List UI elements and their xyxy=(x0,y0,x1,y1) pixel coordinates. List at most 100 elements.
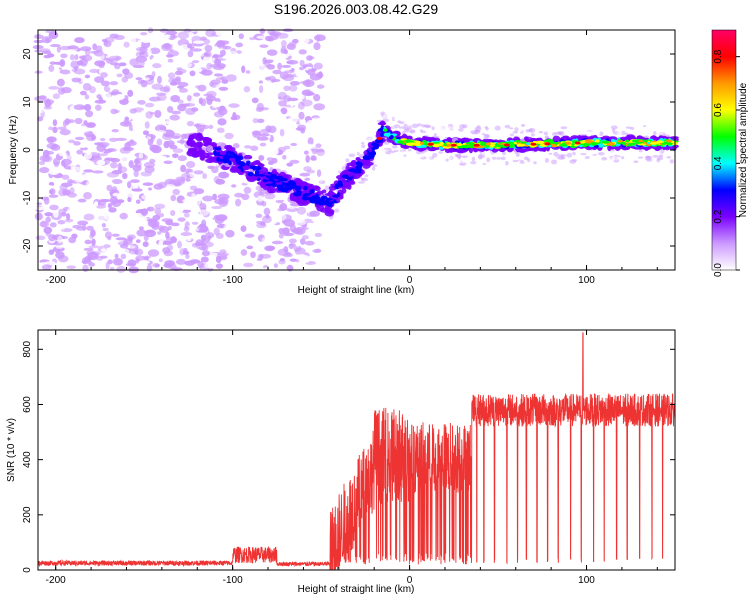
heatmap-cell xyxy=(162,34,173,39)
heatmap-cell xyxy=(301,235,309,240)
heatmap-cell xyxy=(59,129,71,136)
heatmap-cell xyxy=(551,132,557,137)
heatmap-cell xyxy=(294,218,302,223)
heatmap-cell xyxy=(405,142,415,146)
heatmap-cell xyxy=(35,235,46,241)
snr-xlabel: Height of straight line (km) xyxy=(298,584,415,595)
heatmap-cell xyxy=(296,94,305,100)
heatmap-cell xyxy=(288,84,298,92)
heatmap-cell xyxy=(300,138,306,144)
heatmap-cell xyxy=(304,240,315,246)
heatmap-cell xyxy=(305,222,315,229)
heatmap-cell xyxy=(195,141,204,148)
heatmap-cell xyxy=(117,46,125,51)
heatmap-cell xyxy=(419,132,424,138)
heatmap-cell xyxy=(183,248,188,252)
heatmap-cell xyxy=(249,37,256,41)
heatmap-cell xyxy=(156,138,163,146)
heatmap-cell xyxy=(527,158,531,163)
heatmap-cell xyxy=(33,39,45,44)
heatmap-cell xyxy=(89,68,100,73)
heatmap-cell xyxy=(109,196,119,205)
heatmap-cell xyxy=(371,150,376,156)
heatmap-cell xyxy=(282,154,287,160)
heatmap-cell xyxy=(503,143,510,147)
heatmap-cell xyxy=(637,130,643,133)
heatmap-cell xyxy=(663,158,669,161)
heatmap-cell xyxy=(360,141,365,145)
heatmap-cell xyxy=(612,155,620,161)
heatmap-cell xyxy=(309,210,320,217)
heatmap-cell xyxy=(311,195,319,199)
heatmap-cell xyxy=(52,126,58,134)
heatmap-cell xyxy=(170,236,178,244)
heatmap-cell xyxy=(225,229,235,238)
heatmap-cell xyxy=(77,173,85,182)
heatmap-cell xyxy=(89,86,96,94)
heatmap-cell xyxy=(149,111,155,115)
heatmap-cell xyxy=(154,71,160,75)
heatmap-cell xyxy=(58,41,70,47)
heatmap-cell xyxy=(76,149,84,155)
heatmap-cell xyxy=(100,72,108,78)
colorbar-tick-label: 0.0 xyxy=(713,263,724,277)
heatmap-cell xyxy=(287,115,299,124)
heatmap-cell xyxy=(52,93,61,100)
heatmap-cell xyxy=(208,124,214,130)
heatmap-cell xyxy=(259,133,270,137)
heatmap-cell xyxy=(607,143,613,146)
heatmap-cell xyxy=(549,125,555,130)
heatmap-cell xyxy=(431,126,435,131)
heatmap-cell xyxy=(448,156,453,160)
heatmap-cell xyxy=(256,136,269,141)
heatmap-cell xyxy=(74,37,85,44)
heatmap-cell xyxy=(645,155,653,159)
heatmap-cell xyxy=(84,74,91,79)
heatmap-cell xyxy=(568,128,575,131)
heatmap-cell xyxy=(475,130,481,133)
heatmap-cell xyxy=(109,245,115,251)
heatmap-cell xyxy=(427,142,434,146)
heatmap-cell xyxy=(222,55,227,60)
heatmap-cell xyxy=(177,31,190,40)
heatmap-cell xyxy=(291,227,303,235)
snr-panel: -200 -100 0 100 0 200 400 600 800 Height of stra… xyxy=(6,329,676,595)
heatmap-cell xyxy=(215,214,228,222)
heatmap-cell xyxy=(241,161,245,165)
heatmap-cell xyxy=(599,131,604,137)
heatmap-cell xyxy=(670,141,678,146)
heatmap-cell xyxy=(406,125,413,130)
heatmap-cell xyxy=(213,54,224,58)
colorbar-tick-label: 0.8 xyxy=(713,49,724,63)
heatmap-cell xyxy=(226,150,231,154)
heatmap-cell xyxy=(187,43,193,49)
y-tick-label: 800 xyxy=(22,341,33,358)
heatmap-cell xyxy=(69,187,75,195)
heatmap-cell xyxy=(172,188,180,196)
heatmap-cell xyxy=(135,255,145,262)
heatmap-cell xyxy=(318,200,325,206)
heatmap-cell xyxy=(334,208,340,213)
heatmap-cell xyxy=(358,162,363,167)
heatmap-cell xyxy=(96,94,102,99)
heatmap-cell xyxy=(109,33,119,39)
heatmap-cell xyxy=(635,141,644,144)
heatmap-cell xyxy=(158,169,169,176)
heatmap-cell xyxy=(93,49,104,57)
heatmap-cell xyxy=(146,136,152,140)
heatmap-cell xyxy=(289,182,296,187)
heatmap-cell xyxy=(230,115,238,121)
heatmap-cell xyxy=(193,92,201,97)
heatmap-cell xyxy=(62,189,71,196)
heatmap-cell xyxy=(299,66,305,71)
heatmap-cell xyxy=(294,215,305,219)
heatmap-cell xyxy=(45,37,50,43)
heatmap-cell xyxy=(184,260,195,266)
heatmap-cell xyxy=(540,134,544,138)
y-tick-label: 10 xyxy=(22,96,33,108)
heatmap-cell xyxy=(177,217,186,222)
heatmap-cell xyxy=(90,229,96,237)
heatmap-cell xyxy=(175,258,187,265)
heatmap-cell xyxy=(301,196,310,201)
heatmap-cell xyxy=(509,127,514,130)
